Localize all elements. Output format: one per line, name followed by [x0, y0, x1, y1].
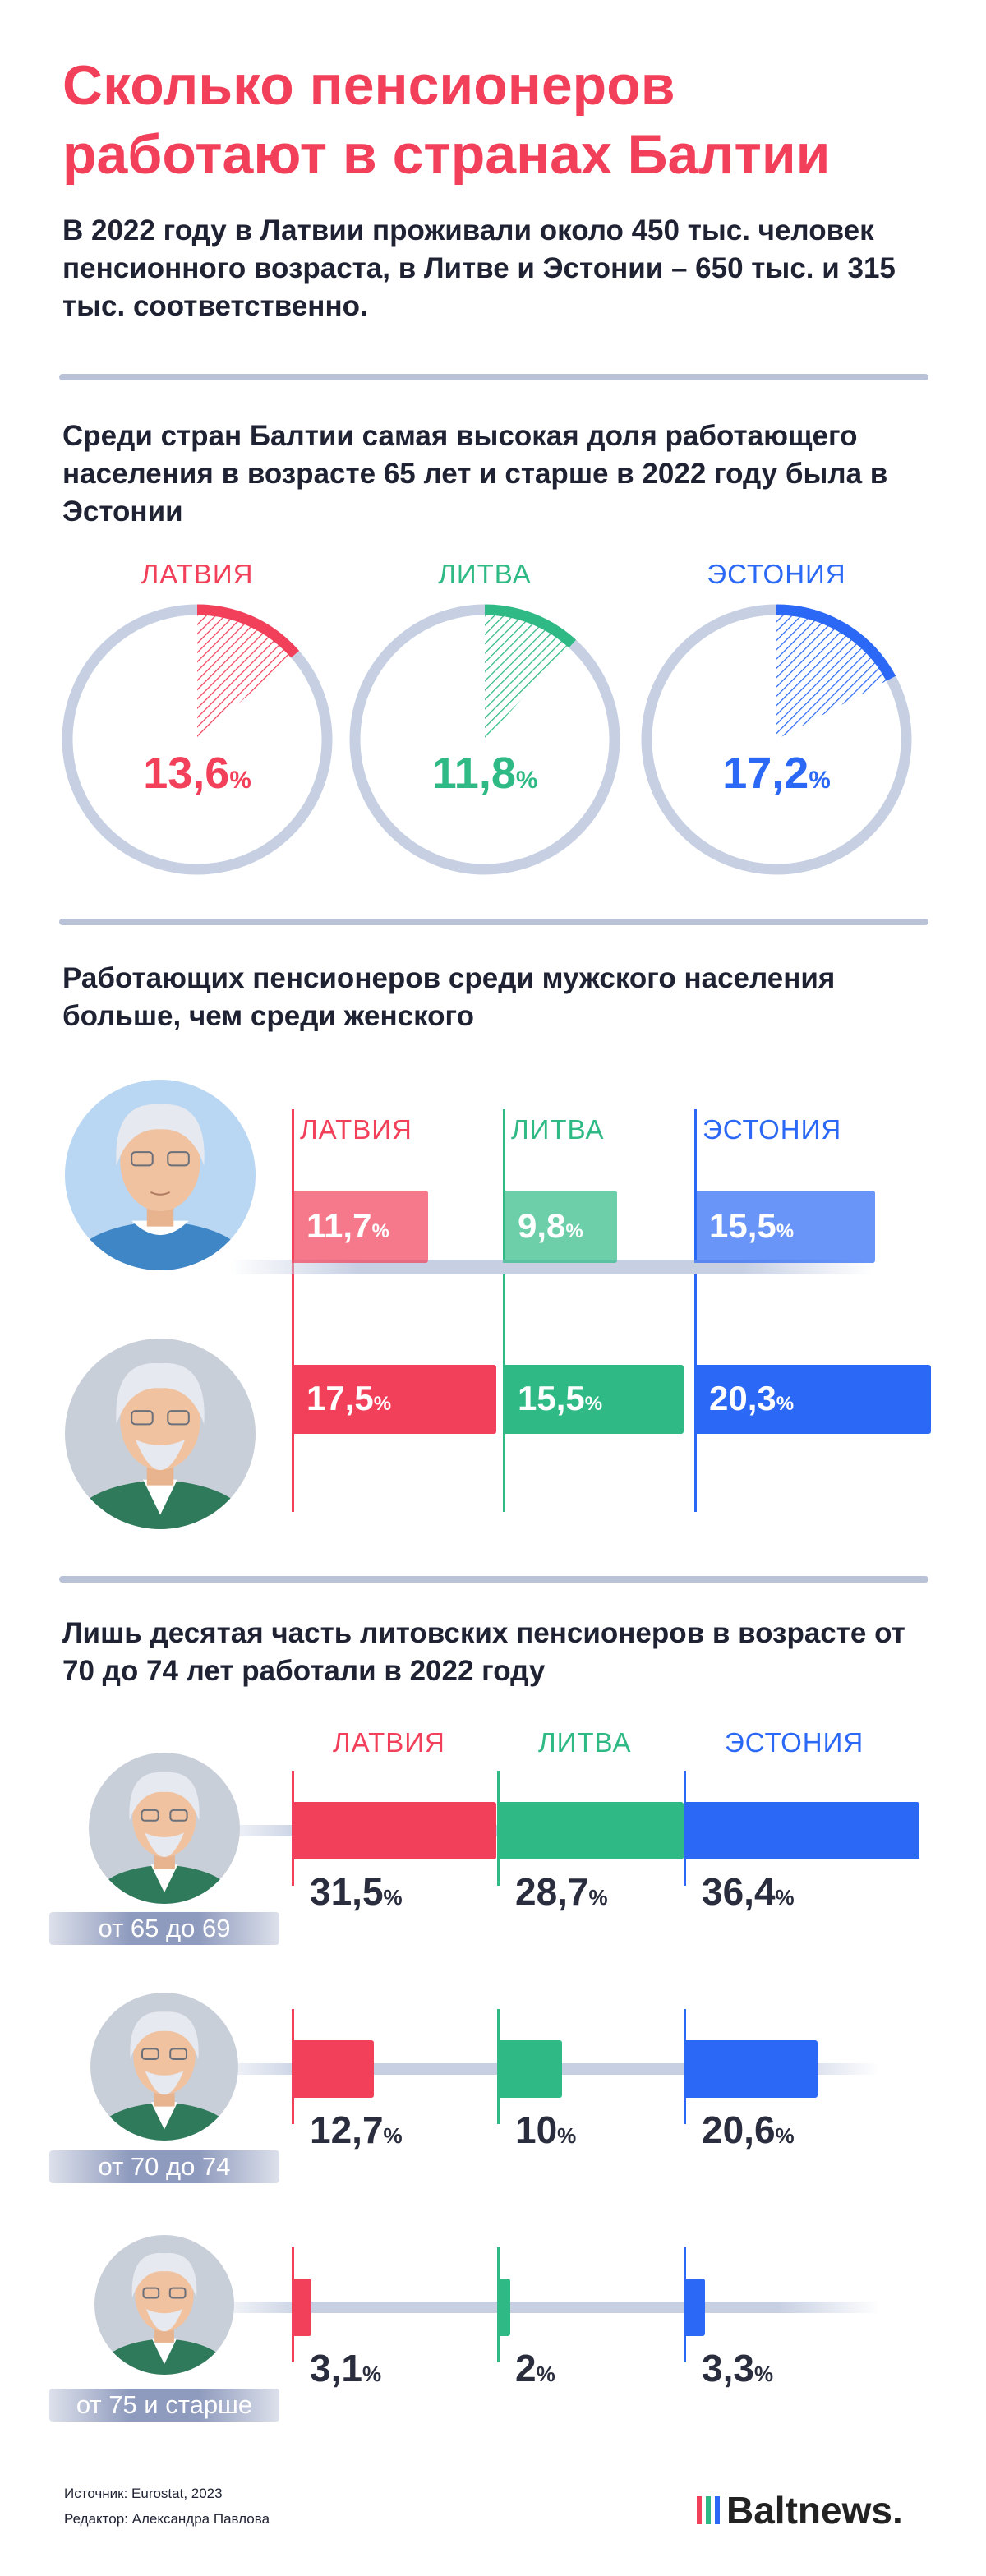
pie-slice-1: [485, 610, 573, 740]
age-bar-0-2: [684, 1802, 920, 1859]
bar-value-1-2: 20,3%: [709, 1379, 795, 1417]
country-axis-0: [292, 1109, 294, 1512]
age-value-2-0: 3,1%: [310, 2347, 382, 2389]
age-bar-0-0: [292, 1802, 496, 1859]
divider: [59, 919, 928, 925]
age-bar-2-2: [684, 2279, 706, 2336]
bar-country-label-2: ЭСТОНИЯ: [703, 1114, 842, 1145]
page-title: Сколько пенсионеров работают в странах Б…: [62, 54, 831, 186]
age-country-label-1: ЛИТВА: [538, 1727, 632, 1758]
bar-country-label-0: ЛАТВИЯ: [300, 1114, 412, 1145]
bar-value-0-2: 15,5%: [709, 1206, 795, 1245]
pie-arc-2: [776, 604, 896, 681]
logo-text: Baltnews.: [726, 2489, 903, 2532]
grandfather-icon: [90, 1993, 238, 2141]
pie-svg: [62, 604, 912, 875]
intro-text: В 2022 году в Латвии проживали около 450…: [62, 214, 896, 322]
editor-note: Редактор: Александра Павлова: [64, 2511, 270, 2527]
bar-1-2: [694, 1365, 932, 1434]
grandfather-icon: [94, 2235, 234, 2375]
age-bar-1-0: [292, 2040, 375, 2098]
bar-value-1-1: 15,5%: [518, 1379, 603, 1417]
pie-value-0: 13,6%: [143, 749, 251, 798]
chart-gender-bars: ЛАТВИЯ ЛИТВА ЭСТОНИЯ 11,7% 9,8% 15,5% 17,5% 15,…: [0, 1068, 986, 1529]
pie-slice-2: [776, 610, 892, 740]
age-value-2-2: 3,3%: [702, 2347, 774, 2389]
age-bar-2-1: [497, 2279, 510, 2336]
bar-0-2: [694, 1191, 876, 1263]
age-value-0-0: 31,5%: [310, 1870, 403, 1913]
bar-0-1: [503, 1191, 618, 1263]
grandfather-icon: [65, 1339, 256, 1529]
pie-arc-0: [196, 604, 300, 658]
age-group-badge-0: от 65 до 69: [49, 1912, 279, 1945]
section2-title: Работающих пенсионеров среди мужского на…: [62, 962, 836, 1032]
divider: [59, 374, 928, 380]
pie-label-0: ЛАТВИЯ: [141, 559, 254, 589]
age-value-2-1: 2%: [515, 2347, 555, 2389]
bar-1-0: [292, 1365, 496, 1434]
section3-title: Лишь десятая часть литовских пенсионеров…: [62, 1617, 905, 1687]
age-country-label-2: ЭСТОНИЯ: [725, 1727, 864, 1758]
pie-arc-1: [484, 604, 577, 648]
row-track-0: [230, 1260, 871, 1274]
chart-pies: ЛАТВИЯ ЛИТВА ЭСТОНИЯ 13,6% 11,8% 17,2%: [0, 542, 986, 896]
divider: [59, 1576, 928, 1583]
age-bar-0-1: [497, 1802, 684, 1859]
pie-value-1: 11,8%: [431, 749, 538, 798]
pie-slice-0: [197, 610, 296, 740]
pie-value-2: 17,2%: [722, 749, 831, 798]
age-country-label-0: ЛАТВИЯ: [333, 1727, 445, 1758]
age-value-1-1: 10%: [515, 2108, 577, 2151]
bar-0-0: [292, 1191, 429, 1263]
source-note: Источник: Eurostat, 2023: [64, 2486, 223, 2501]
grandfather-icon: [89, 1753, 240, 1904]
pie-label-2: ЭСТОНИЯ: [707, 559, 846, 589]
age-track-2: [205, 2302, 879, 2313]
bar-value-0-1: 9,8%: [518, 1206, 583, 1245]
age-bar-2-0: [292, 2279, 312, 2336]
country-axis-2: [694, 1109, 697, 1512]
bar-country-label-1: ЛИТВА: [511, 1114, 605, 1145]
bar-value-0-0: 11,7%: [306, 1206, 389, 1245]
grandmother-icon: [65, 1080, 256, 1270]
age-value-1-2: 20,6%: [702, 2108, 795, 2151]
age-value-0-1: 28,7%: [515, 1870, 608, 1913]
age-bar-1-2: [684, 2040, 818, 2098]
logo-bars-icon: [697, 2496, 720, 2524]
age-bar-1-1: [497, 2040, 562, 2098]
age-group-badge-1: от 70 до 74: [49, 2150, 279, 2183]
bar-1-1: [503, 1365, 684, 1434]
age-group-badge-2: от 75 и старше: [49, 2389, 279, 2422]
age-value-1-0: 12,7%: [310, 2108, 403, 2151]
pie-label-1: ЛИТВА: [438, 559, 532, 589]
country-axis-1: [503, 1109, 505, 1512]
section1-title: Среди стран Балтии самая высокая доля ра…: [62, 420, 888, 528]
chart-age-bars: ЛАТВИЯ ЛИТВА ЭСТОНИЯ от 65 до 69 31,5% 28,7% 3…: [0, 1717, 986, 2424]
age-value-0-2: 36,4%: [702, 1870, 795, 1913]
baltnews-logo: Baltnews.: [697, 2488, 903, 2532]
bar-value-1-0: 17,5%: [306, 1379, 392, 1417]
